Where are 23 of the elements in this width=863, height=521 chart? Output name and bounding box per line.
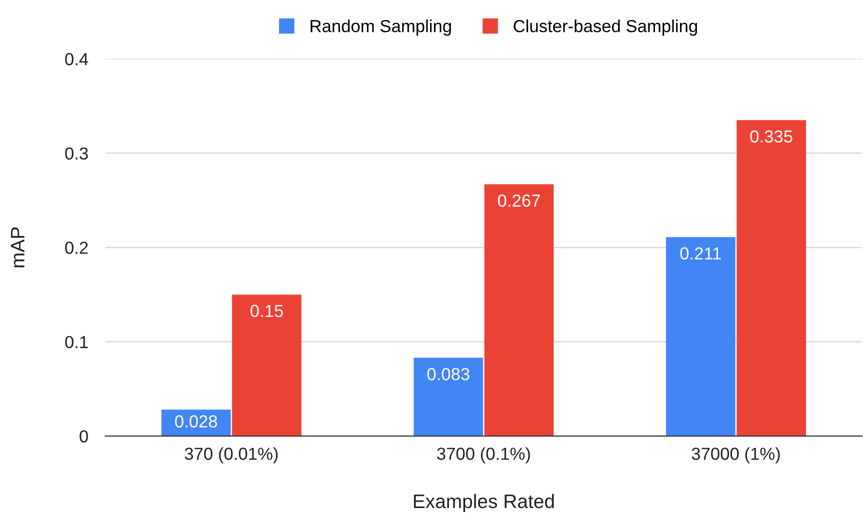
bar	[666, 237, 736, 436]
x-tick-label: 37000 (1%)	[692, 447, 780, 464]
y-axis-title: mAP	[10, 227, 24, 268]
x-tick-label: 370 (0.01%)	[184, 447, 278, 464]
data-label: 0.15	[250, 304, 283, 318]
data-label: 0.335	[750, 130, 792, 143]
x-axis-title: Examples Rated	[414, 494, 554, 512]
data-label: 0.028	[175, 415, 218, 428]
bar	[736, 120, 806, 436]
bar	[414, 358, 484, 436]
legend-label: Random Sampling	[310, 20, 451, 36]
y-tick-label: 0.2	[65, 242, 88, 254]
legend-label: Cluster-based Sampling	[514, 20, 697, 36]
y-tick-label: 0.3	[65, 147, 88, 160]
y-tick-label: 0.1	[65, 336, 88, 348]
y-tick-label: 0	[80, 430, 88, 443]
data-label: 0.211	[680, 247, 721, 260]
y-tick-label: 0.4	[65, 53, 88, 66]
data-label: 0.083	[427, 368, 470, 380]
bar	[232, 294, 302, 436]
bar	[484, 184, 554, 436]
x-tick-label: 3700 (0.1%)	[437, 447, 530, 464]
data-label: 0.267	[498, 194, 540, 207]
